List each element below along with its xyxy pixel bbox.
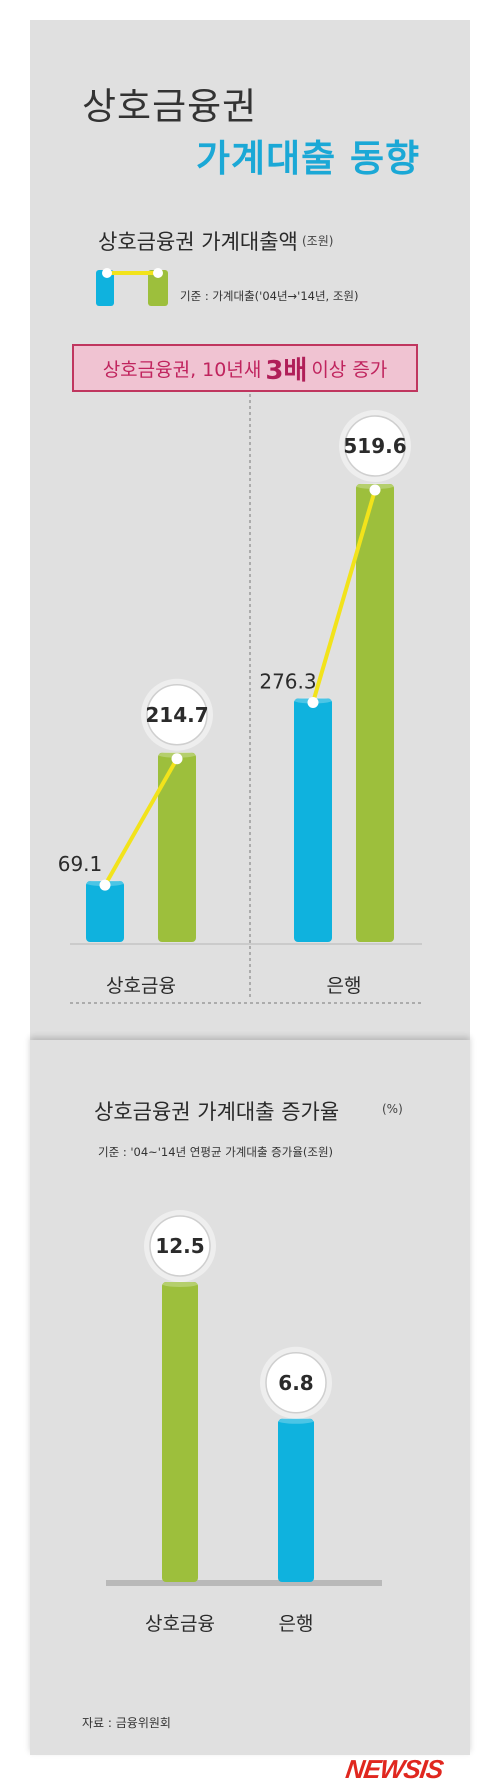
chart1-label-2014-0: 214.7 bbox=[145, 703, 208, 727]
chart1-note: 기준 : 가계대출('04년→'14년, 조원) bbox=[180, 289, 359, 303]
chart1-category-0: 상호금융 bbox=[106, 975, 176, 997]
chart1-label-2004-0: 69.1 bbox=[58, 852, 103, 876]
chart2-label-1: 6.8 bbox=[278, 1371, 313, 1395]
chart2-label-0: 12.5 bbox=[155, 1234, 204, 1258]
banner-prefix: 상호금융권, 10년새 bbox=[102, 358, 262, 381]
chart1-bar-2014-1 bbox=[356, 484, 394, 942]
chart2-baseline bbox=[106, 1580, 382, 1586]
chart1-category-1: 은행 bbox=[327, 975, 362, 997]
chart2-unit: (%) bbox=[382, 1102, 403, 1116]
chart1-unit: (조원) bbox=[302, 234, 334, 248]
chart1-dot-2004-0 bbox=[99, 879, 111, 891]
chart1-bar-2014-0 bbox=[158, 752, 196, 942]
page-title-line1: 상호금융권 bbox=[82, 85, 258, 128]
chart2-label-0-halo bbox=[149, 1215, 211, 1277]
chart1-bar-2004-0 bbox=[86, 881, 124, 942]
chart1-label-2014-1: 519.6 bbox=[343, 434, 406, 458]
chart2-title: 상호금융권 가계대출 증가율 bbox=[94, 1100, 340, 1124]
source-note: 자료 : 금융위원회 bbox=[82, 1716, 171, 1730]
growth-banner: 상호금융권, 10년새 3배 이상 증가 bbox=[72, 344, 418, 392]
chart2-bar-1 bbox=[278, 1418, 314, 1582]
chart2-label-1-halo bbox=[265, 1352, 327, 1414]
chart1-connector-0 bbox=[103, 757, 179, 887]
chart2-category-1: 은행 bbox=[279, 1613, 314, 1635]
chart1-connector-1 bbox=[311, 489, 377, 704]
chart1-label-2004-1: 276.3 bbox=[259, 669, 316, 693]
banner-suffix: 이상 증가 bbox=[311, 358, 388, 381]
chart1-label-2014-0-halo bbox=[146, 684, 208, 746]
page-title-line2: 가계대출 동향 bbox=[196, 137, 421, 180]
newsis-logo: NEWSIS bbox=[343, 1754, 445, 1784]
chart2-category-0: 상호금융 bbox=[145, 1613, 215, 1635]
chart2-bar-0-cap bbox=[162, 1281, 198, 1287]
banner-strong: 3배 bbox=[265, 355, 308, 386]
chart1-dot-2014-0 bbox=[171, 753, 183, 765]
chart2-panel bbox=[30, 1040, 470, 1755]
chart2-bar-1-cap bbox=[278, 1417, 314, 1424]
chart2-note: 기준 : '04~'14년 연평균 가계대출 증가율(조원) bbox=[98, 1145, 334, 1159]
chart2-bar-0 bbox=[162, 1282, 198, 1582]
chart1-dot-2014-1 bbox=[369, 484, 381, 496]
chart1-dot-2004-1 bbox=[307, 696, 319, 708]
chart1-bar-2004-1 bbox=[294, 698, 332, 942]
chart1-label-2014-1-halo bbox=[344, 415, 406, 477]
chart1-title: 상호금융권 가계대출액 bbox=[98, 230, 298, 254]
